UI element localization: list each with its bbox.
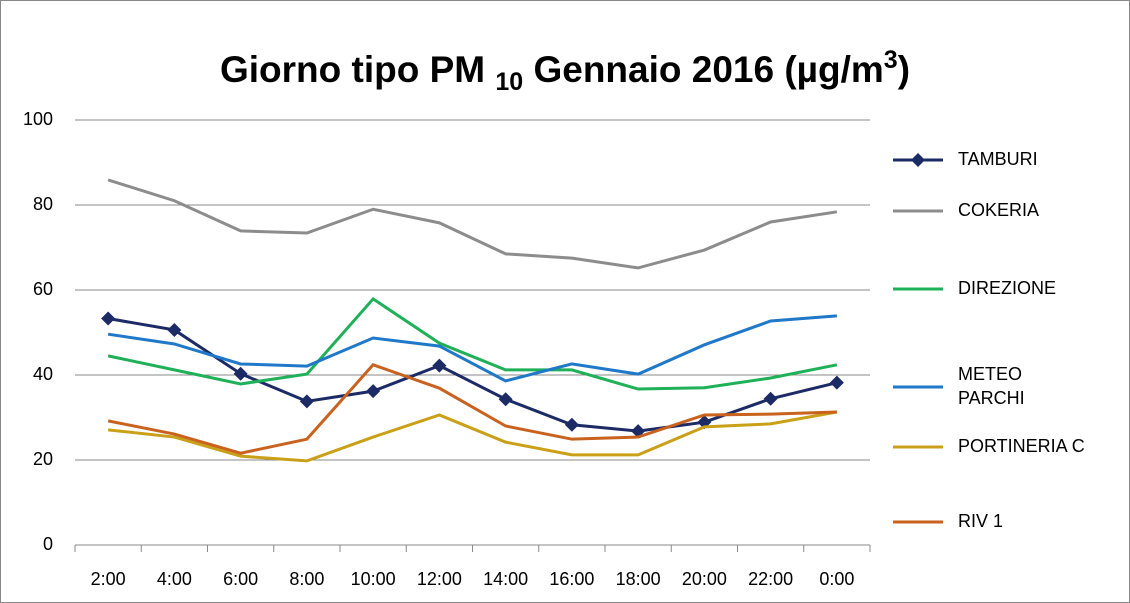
- x-tick-label: 8:00: [289, 569, 324, 589]
- x-tick-label: 16:00: [549, 569, 594, 589]
- x-tick-label: 14:00: [483, 569, 528, 589]
- series-marker: [167, 322, 182, 337]
- series-marker: [233, 366, 248, 381]
- series-marker: [829, 375, 844, 390]
- y-tick-label: 100: [23, 109, 53, 129]
- x-tick-label: 18:00: [616, 569, 661, 589]
- y-tick-label: 20: [33, 449, 53, 469]
- legend-label: TAMBURI: [958, 149, 1038, 169]
- series-marker: [366, 384, 381, 399]
- series-line: [107, 410, 838, 463]
- title-subscript: 10: [495, 68, 523, 96]
- series-line: [107, 178, 838, 270]
- x-tick-label: 10:00: [351, 569, 396, 589]
- title-part: ): [898, 49, 910, 90]
- x-tick-label: 22:00: [748, 569, 793, 589]
- series-line: [107, 316, 838, 433]
- series-marker: [101, 311, 116, 326]
- title-part: Gennaio 2016 (µg/m: [523, 49, 884, 90]
- series-marker: [432, 358, 447, 373]
- x-tick-label: 2:00: [91, 569, 126, 589]
- series-line: [107, 363, 837, 455]
- x-tick-label: 0:00: [819, 569, 854, 589]
- legend-label: RIV 1: [958, 511, 1003, 531]
- legend-label: METEO PARCHI: [958, 364, 1027, 408]
- series-marker: [763, 391, 778, 406]
- legend-label: COKERIA: [958, 200, 1039, 220]
- y-tick-label: 40: [33, 364, 53, 384]
- legend-label: DIREZIONE: [958, 278, 1056, 298]
- series-marker: [564, 417, 579, 432]
- legend-marker: [911, 153, 925, 167]
- series-line: [107, 296, 838, 391]
- y-tick-label: 60: [33, 279, 53, 299]
- x-tick-label: 12:00: [417, 569, 462, 589]
- y-tick-label: 0: [43, 534, 53, 554]
- chart-title: Giorno tipo PM 10 Gennaio 2016 (µg/m3): [220, 46, 910, 96]
- x-tick-label: 20:00: [682, 569, 727, 589]
- x-tick-label: 4:00: [157, 569, 192, 589]
- title-part: Giorno tipo PM: [220, 49, 495, 90]
- series-marker: [498, 392, 513, 407]
- series-line: [107, 314, 837, 383]
- title-superscript: 3: [884, 46, 898, 74]
- series-marker: [299, 394, 314, 409]
- legend-label: PORTINERIA C: [958, 436, 1085, 456]
- y-tick-label: 80: [33, 194, 53, 214]
- x-tick-label: 6:00: [223, 569, 258, 589]
